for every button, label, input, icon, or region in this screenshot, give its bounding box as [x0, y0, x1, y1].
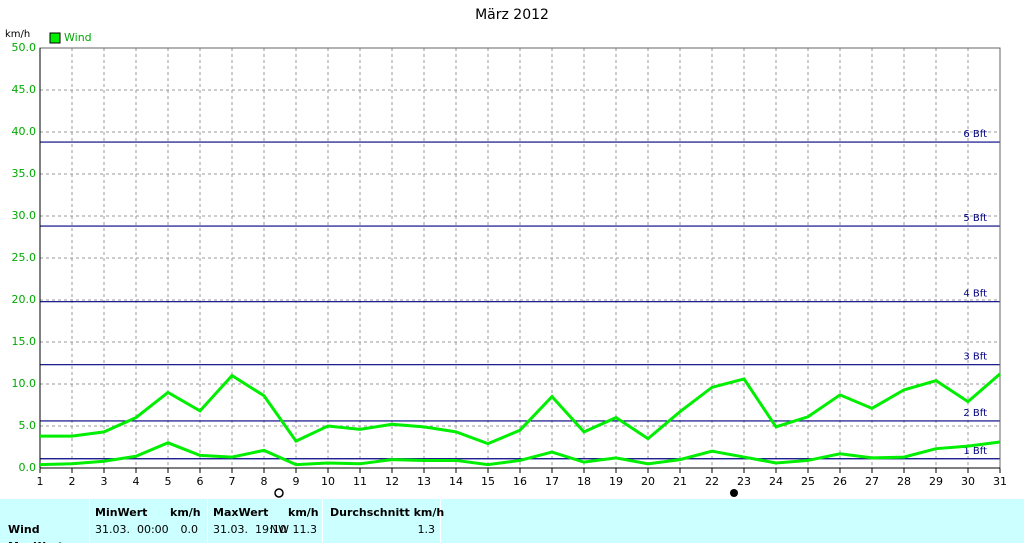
x-tick-label: 13: [417, 475, 431, 488]
table-header: km/h: [288, 506, 319, 519]
x-tick-label: 18: [577, 475, 591, 488]
x-tick-label: 5: [165, 475, 172, 488]
bft-label: 4 Bft: [963, 289, 987, 300]
y-tick-label: 35.0: [12, 167, 37, 180]
x-tick-label: 23: [737, 475, 751, 488]
x-tick-label: 3: [101, 475, 108, 488]
table-cell: MaxWert: [8, 540, 63, 543]
y-tick-label: 45.0: [12, 83, 37, 96]
y-tick-label: 50.0: [12, 41, 37, 54]
x-tick-label: 10: [321, 475, 335, 488]
y-tick-label: 40.0: [12, 125, 37, 138]
x-tick-label: 16: [513, 475, 527, 488]
y-tick-label: 25.0: [12, 251, 37, 264]
wind-line: [40, 372, 1001, 446]
table-header: MaxWert: [213, 506, 269, 519]
x-tick-label: 20: [641, 475, 655, 488]
x-tick-label: 1: [37, 475, 44, 488]
bft-label: 6 Bft: [963, 129, 987, 140]
x-tick-label: 27: [865, 475, 879, 488]
x-tick-label: 4: [133, 475, 140, 488]
x-tick-label: 22: [705, 475, 719, 488]
x-tick-label: 17: [545, 475, 559, 488]
y-tick-label: 5.0: [19, 419, 37, 432]
x-tick-label: 29: [929, 475, 943, 488]
bft-label: 2 Bft: [963, 408, 987, 419]
moon-full: [274, 488, 284, 498]
table-cell: 31.03. 19:10: [213, 523, 287, 536]
y-tick-label: 0.0: [19, 461, 37, 474]
x-tick-label: 7: [229, 475, 236, 488]
bft-label: 1 Bft: [963, 446, 987, 457]
table-header: km/h: [170, 506, 201, 519]
table-cell: 31.03. 00:00: [95, 523, 169, 536]
x-tick-label: 6: [197, 475, 204, 488]
x-tick-label: 30: [961, 475, 975, 488]
table-divider: [207, 499, 208, 543]
x-tick-label: 28: [897, 475, 911, 488]
table-cell: Wind: [8, 523, 40, 536]
y-tick-label: 10.0: [12, 377, 37, 390]
x-tick-label: 25: [801, 475, 815, 488]
y-tick-label: 15.0: [12, 335, 37, 348]
x-tick-label: 12: [385, 475, 399, 488]
bft-label: 5 Bft: [963, 213, 987, 224]
table-cell: 1.3: [417, 523, 436, 536]
chart: März 2012 km/h 0.0 5.0 10.0 15.0 20.0 25.0 30.…: [5, 7, 1007, 498]
chart-title: März 2012: [475, 7, 549, 23]
y-axis-label: km/h: [5, 29, 30, 40]
table-divider: [440, 499, 441, 543]
table-divider: [89, 499, 90, 543]
x-tick-label: 14: [449, 475, 463, 488]
x-tick-label: 15: [481, 475, 495, 488]
table-cell: 0.0: [180, 523, 199, 536]
table-divider: [322, 499, 323, 543]
x-tick-label: 8: [261, 475, 268, 488]
y-tick-label: 20.0: [12, 293, 37, 306]
x-tick-label: 21: [673, 475, 687, 488]
legend-swatch: [49, 32, 61, 44]
stats-table: MinWert km/h MaxWert km/h Durchschnitt km/h W…: [0, 499, 1024, 543]
x-tick-label: 2: [69, 475, 76, 488]
x-tick-label: 19: [609, 475, 623, 488]
x-tick-label: 31: [993, 475, 1007, 488]
bft-label: 3 Bft: [963, 352, 987, 363]
moon-new: [730, 489, 738, 497]
table-header: MinWert: [95, 506, 148, 519]
y-tick-label: 30.0: [12, 209, 37, 222]
x-tick-label: 24: [769, 475, 783, 488]
table-header: Durchschnitt km/h: [330, 506, 445, 519]
legend-label: Wind: [64, 31, 92, 44]
x-tick-label: 11: [353, 475, 367, 488]
x-tick-label: 9: [293, 475, 300, 488]
wind-line: [39, 440, 1001, 467]
table-cell: NW 11.3: [269, 523, 317, 536]
x-tick-label: 26: [833, 475, 847, 488]
